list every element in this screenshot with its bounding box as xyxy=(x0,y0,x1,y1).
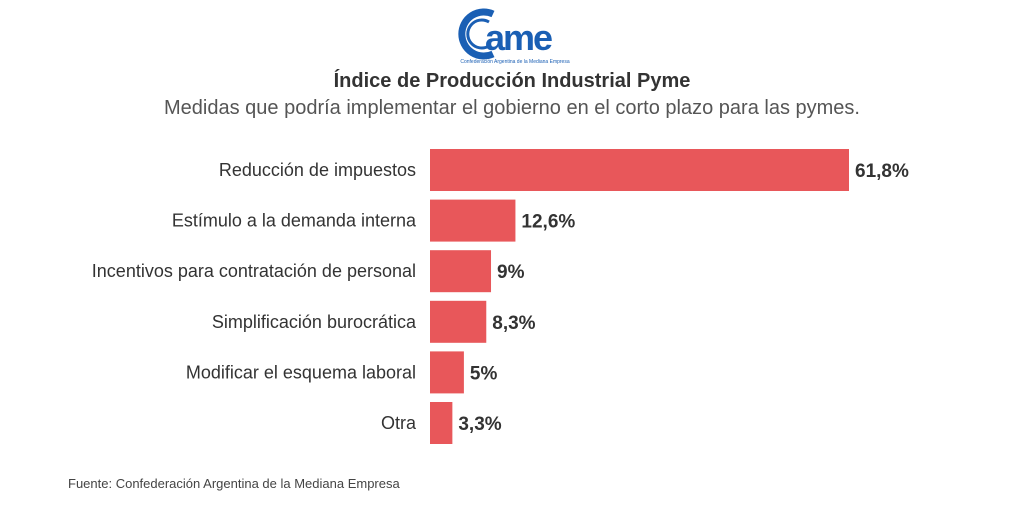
chart-subtitle: Medidas que podría implementar el gobier… xyxy=(164,97,860,119)
bar xyxy=(430,300,487,343)
chart-title: Índice de Producción Industrial Pyme xyxy=(333,70,691,92)
bar xyxy=(430,199,516,242)
svg-text:Confederación Argentina de la: Confederación Argentina de la Mediana Em… xyxy=(460,59,569,65)
category-label: Otra xyxy=(381,413,417,433)
value-label: 5% xyxy=(470,363,498,384)
category-label: Modificar el esquema laboral xyxy=(186,362,416,382)
bar xyxy=(430,402,453,444)
category-label: Incentivos para contratación de personal xyxy=(92,261,416,281)
bar xyxy=(430,250,492,293)
svg-text:ame: ame xyxy=(485,17,552,58)
category-label: Simplificación burocrática xyxy=(212,312,417,332)
value-label: 8,3% xyxy=(492,313,535,334)
came-logo: ame Confederación Argentina de la Median… xyxy=(458,8,570,65)
bar xyxy=(430,149,849,191)
source-note: Fuente: Confederación Argentina de la Me… xyxy=(68,476,400,491)
value-label: 9% xyxy=(497,262,525,283)
value-label: 61,8% xyxy=(855,161,909,182)
category-label: Estímulo a la demanda interna xyxy=(172,211,417,231)
value-label: 3,3% xyxy=(458,414,501,435)
value-label: 12,6% xyxy=(521,212,575,233)
bar xyxy=(430,351,464,394)
category-label: Reducción de impuestos xyxy=(219,160,416,180)
